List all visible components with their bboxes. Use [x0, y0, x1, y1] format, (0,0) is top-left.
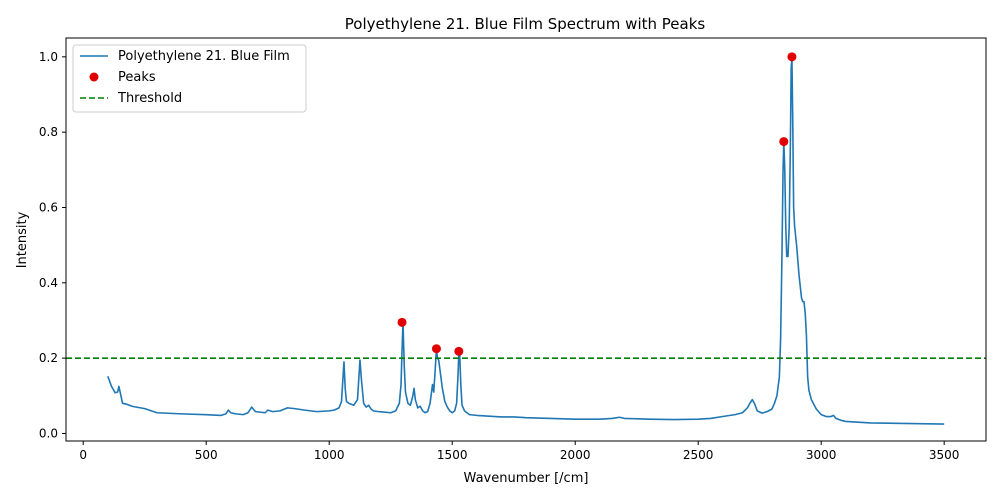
x-tick-label: 2000	[560, 448, 591, 462]
y-tick-label: 0.2	[39, 351, 58, 365]
x-tick-label: 0	[79, 448, 87, 462]
x-axis: 0 500 1000 1500 2000 2500 3000 3500	[79, 441, 959, 462]
y-axis-title: Intensity	[15, 211, 30, 268]
legend-box	[72, 44, 307, 113]
y-tick-label: 1.0	[39, 50, 58, 64]
legend-peaks-swatch	[89, 72, 99, 82]
y-tick-label: 0.8	[39, 125, 58, 139]
peak-point	[787, 52, 797, 62]
legend-label-threshold: Threshold	[117, 91, 182, 106]
legend-label-spectrum: Polyethylene 21. Blue Film	[118, 49, 290, 64]
peak-point	[431, 344, 441, 354]
axes-frame	[65, 37, 987, 442]
x-tick-label: 2500	[683, 448, 714, 462]
peak-point	[779, 137, 789, 147]
y-tick-label: 0.0	[39, 426, 58, 440]
peak-point	[397, 317, 407, 327]
legend: Polyethylene 21. Blue Film Peaks Thresho…	[72, 44, 307, 113]
x-tick-label: 1000	[314, 448, 345, 462]
legend-label-peaks: Peaks	[118, 70, 156, 85]
x-tick-label: 3000	[806, 448, 837, 462]
spectrum-line	[107, 56, 945, 425]
x-tick-label: 500	[195, 448, 218, 462]
x-tick-label: 3500	[929, 448, 960, 462]
chart-title: Polyethylene 21. Blue Film Spectrum with…	[345, 15, 706, 33]
x-axis-title: Wavenumber [/cm]	[464, 471, 589, 486]
x-tick-label: 1500	[437, 448, 468, 462]
y-tick-label: 0.6	[39, 200, 58, 214]
y-tick-label: 0.4	[39, 276, 58, 290]
peak-point	[454, 346, 464, 356]
plot-area	[66, 52, 986, 425]
y-axis: 0.0 0.2 0.4 0.6 0.8 1.0	[39, 50, 66, 440]
